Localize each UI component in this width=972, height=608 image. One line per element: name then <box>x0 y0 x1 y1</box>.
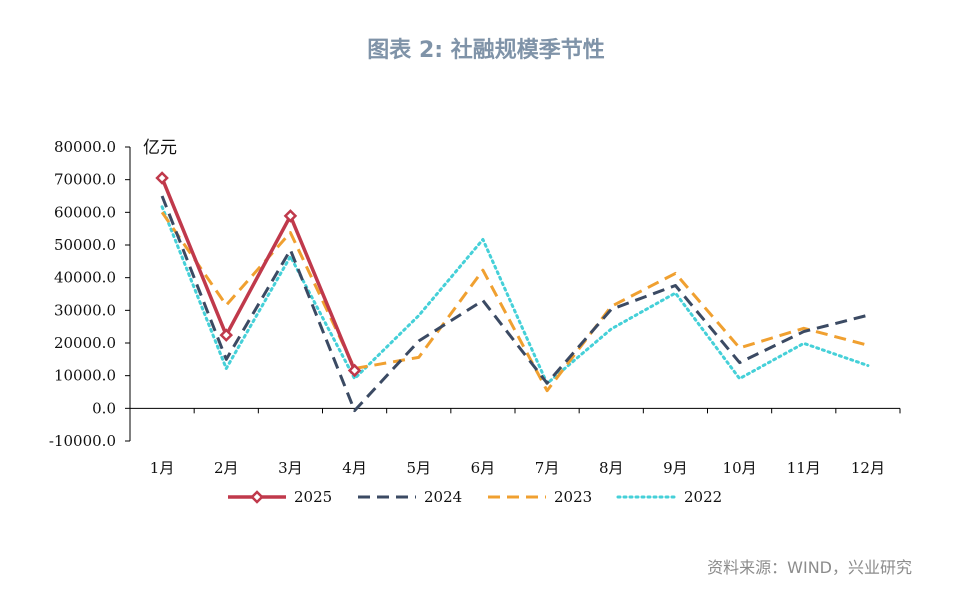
legend-label-2025: 2025 <box>294 488 332 506</box>
chart-title: 图表 2: 社融规模季节性 <box>367 38 605 63</box>
x-tick-label: 9月 <box>663 459 688 477</box>
y-tick-label: 50000.0 <box>54 236 116 254</box>
data-point-2025 <box>347 363 362 378</box>
x-tick-label: 7月 <box>535 459 560 477</box>
x-tick-label: 10月 <box>723 459 757 477</box>
y-tick-label: 30000.0 <box>54 301 116 319</box>
y-tick-label: 40000.0 <box>54 269 116 287</box>
y-tick-label: 10000.0 <box>54 367 116 385</box>
x-tick-label: 12月 <box>851 459 885 477</box>
legend-label-2024: 2024 <box>424 488 462 506</box>
y-tick-label: 80000.0 <box>54 138 116 156</box>
x-tick-label: 8月 <box>599 459 624 477</box>
x-tick-label: 1月 <box>150 459 175 477</box>
x-tick-label: 2月 <box>214 459 239 477</box>
x-tick-label: 11月 <box>787 459 821 477</box>
source-note: 资料来源：WIND，兴业研究 <box>707 558 912 577</box>
y-tick-label: 0.0 <box>92 399 116 417</box>
y-axis-unit: 亿元 <box>143 138 177 158</box>
y-tick-label: 20000.0 <box>54 334 116 352</box>
series-line-2024 <box>160 195 869 413</box>
series-line-2023 <box>160 211 869 393</box>
x-tick-label: 6月 <box>471 459 496 477</box>
data-point-2025 <box>219 328 234 342</box>
data-point-2025 <box>155 171 169 185</box>
x-tick-label: 3月 <box>278 459 303 477</box>
legend-label-2023: 2023 <box>554 488 592 506</box>
series-line-2025 <box>160 177 357 372</box>
series-line-2022 <box>160 205 870 386</box>
legend-marker-2025 <box>250 490 264 504</box>
data-point-2025 <box>283 209 298 223</box>
y-tick-label: 60000.0 <box>54 203 116 221</box>
y-tick-label: 70000.0 <box>54 171 116 189</box>
x-tick-label: 4月 <box>342 459 367 477</box>
legend-label-2022: 2022 <box>684 488 722 506</box>
y-tick-label: -10000.0 <box>49 432 116 450</box>
x-tick-label: 5月 <box>406 459 431 477</box>
